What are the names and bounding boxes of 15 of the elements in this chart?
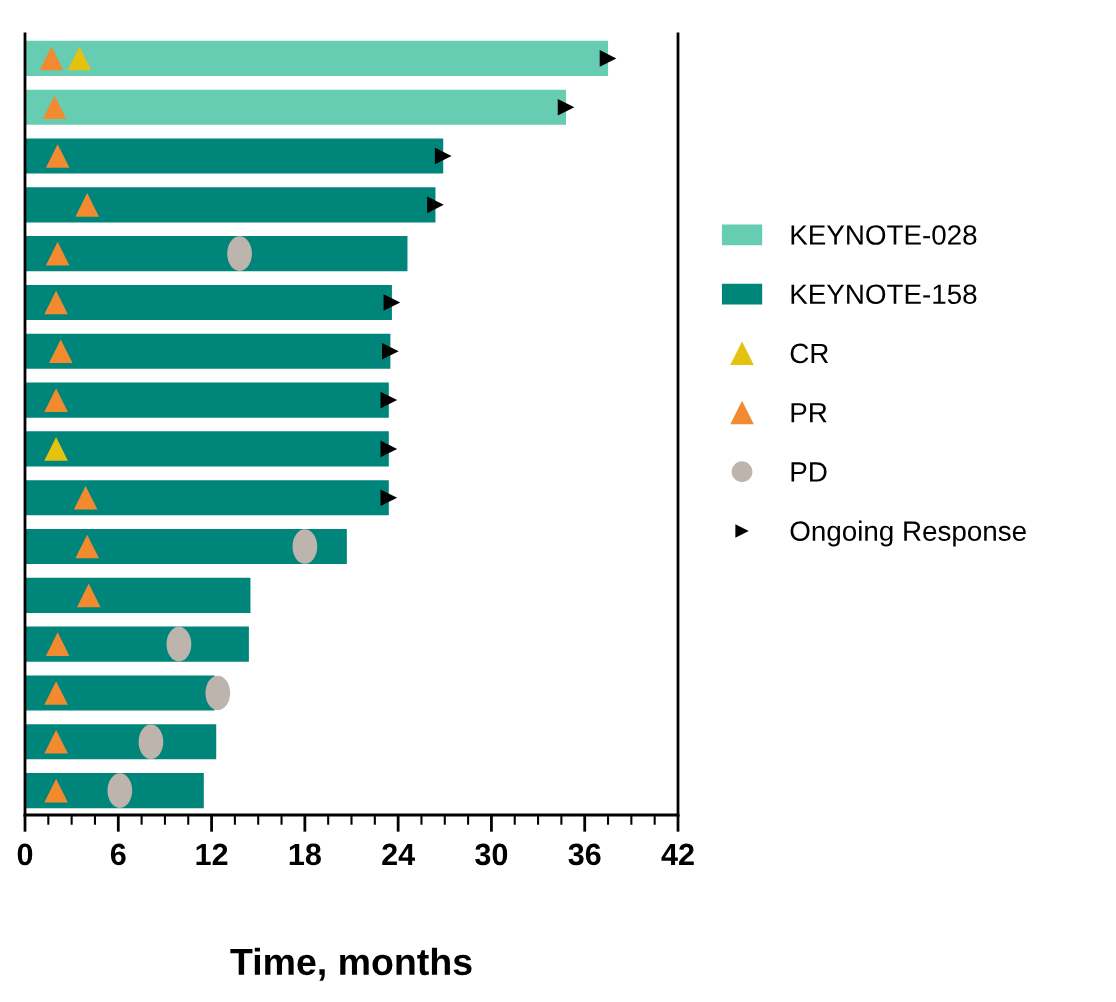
legend-label: KEYNOTE-028 <box>791 225 977 245</box>
x-tick-label: 18 <box>289 843 321 866</box>
legend-label: KEYNOTE-158 <box>791 284 977 305</box>
x-tick-label: 12 <box>196 843 228 865</box>
x-axis-title: Time, months <box>230 947 472 981</box>
x-tick-label: 0 <box>17 843 33 866</box>
x-tick-label: 30 <box>475 843 508 866</box>
legend-label: PD <box>791 462 827 482</box>
legend-label: CR <box>790 343 829 364</box>
legend-label: Ongoing Response <box>790 520 1026 547</box>
x-tick-label: 24 <box>382 843 415 865</box>
legend-label: PR <box>791 403 827 423</box>
x-tick-label: 6 <box>110 843 126 866</box>
x-tick-label: 36 <box>568 843 601 866</box>
x-tick-label: 42 <box>661 843 694 865</box>
